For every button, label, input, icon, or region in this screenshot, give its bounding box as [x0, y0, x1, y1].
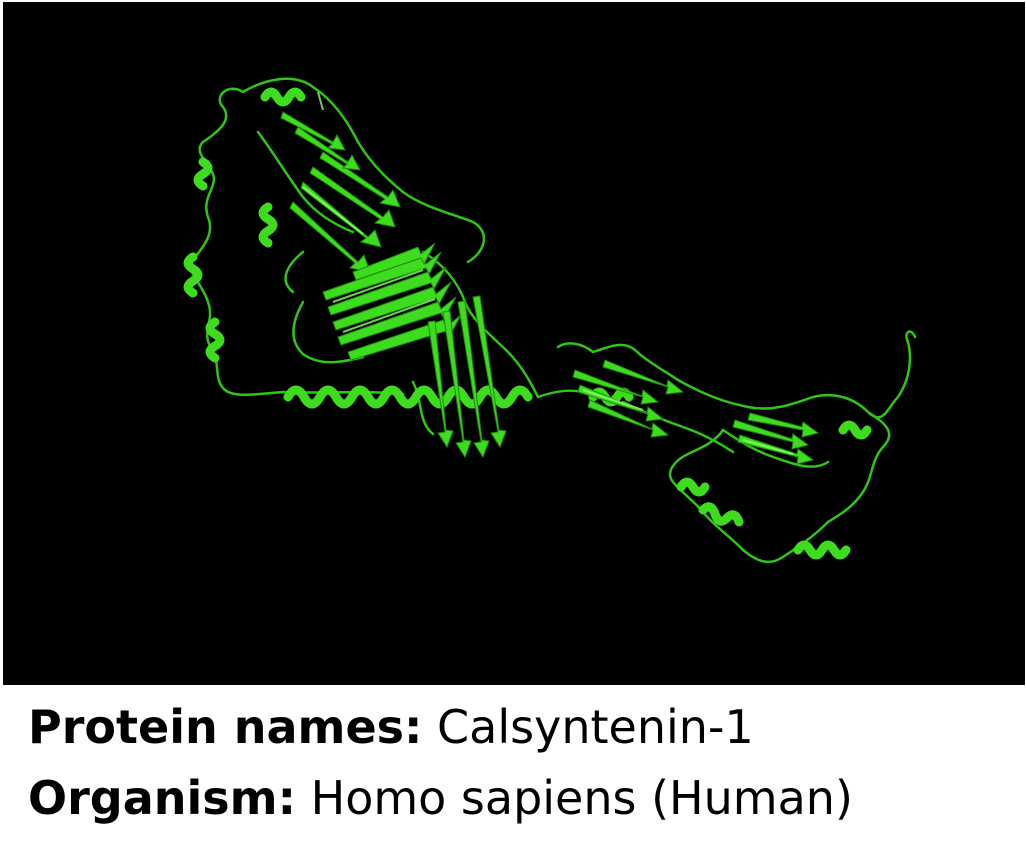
- protein-name-line: Protein names: Calsyntenin-1: [28, 697, 754, 757]
- protein-structure-viewer: [3, 2, 1025, 685]
- organism-label: Organism:: [28, 771, 296, 825]
- protein-names-label: Protein names:: [28, 700, 423, 754]
- organism-line: Organism: Homo sapiens (Human): [28, 768, 853, 828]
- protein-name-value: Calsyntenin-1: [437, 700, 754, 754]
- protein-ribbon-structure: [3, 2, 1025, 685]
- organism-value: Homo sapiens (Human): [310, 771, 853, 825]
